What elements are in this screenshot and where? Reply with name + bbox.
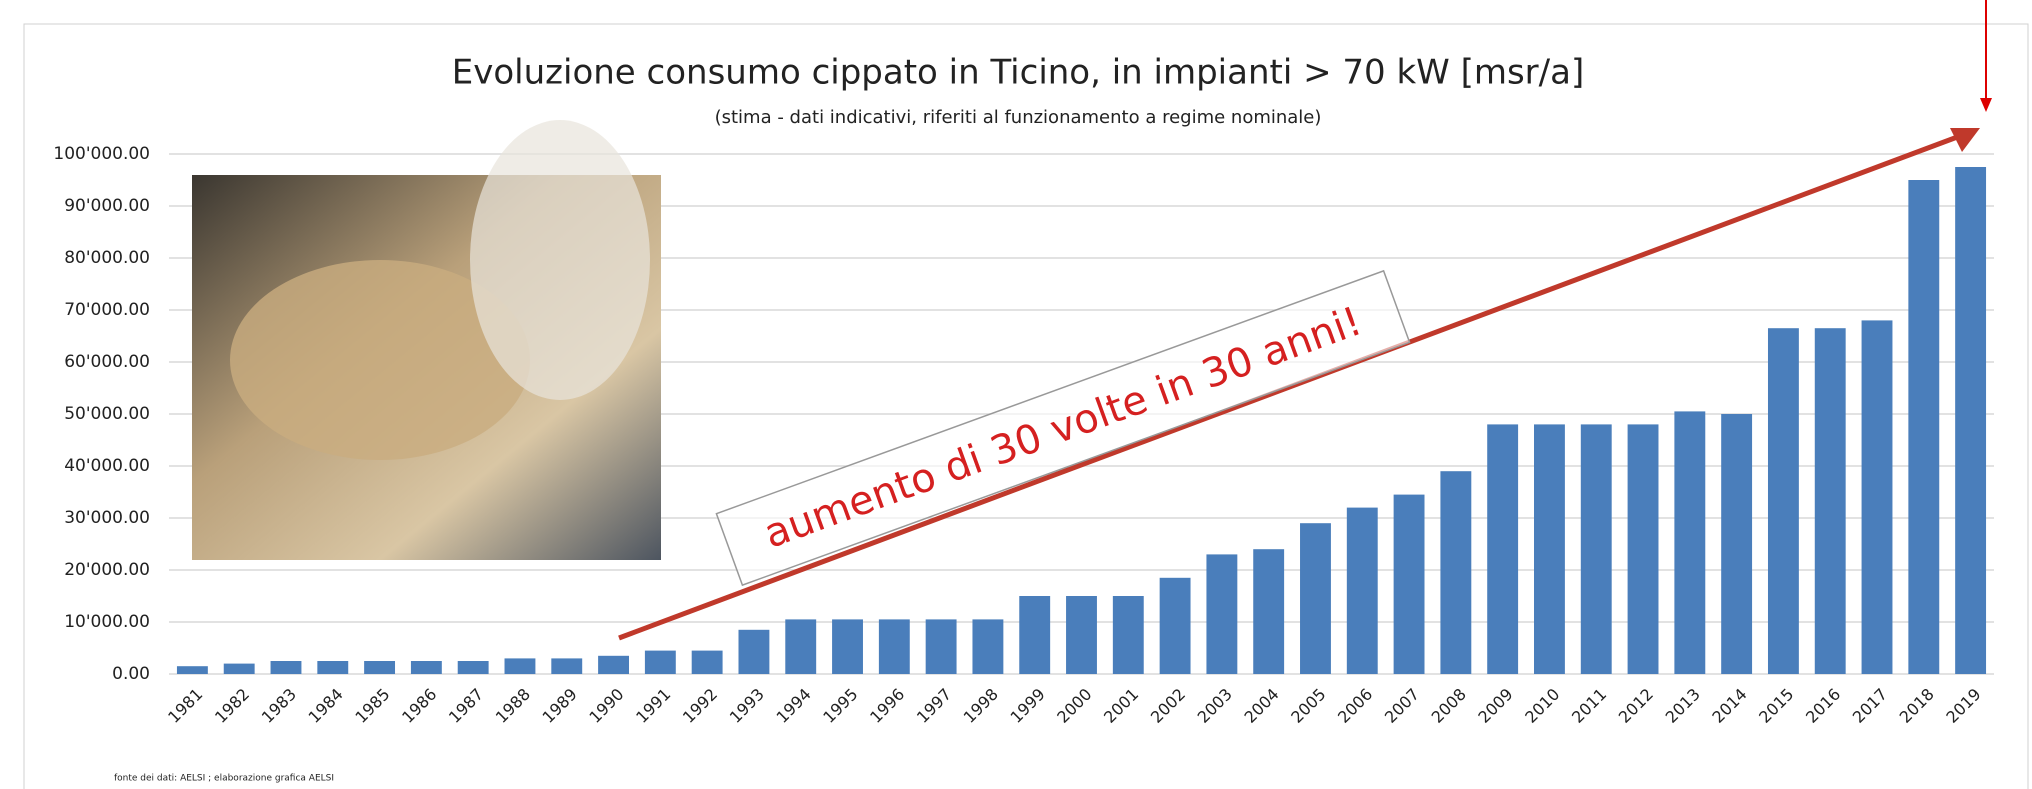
bar <box>1346 507 1378 674</box>
y-tick-label: 20'000.00 <box>64 560 150 580</box>
bar <box>504 658 536 674</box>
y-tick-label: 90'000.00 <box>64 196 150 216</box>
bar <box>878 619 910 674</box>
bar <box>551 658 583 674</box>
bar <box>1393 494 1425 674</box>
bar <box>1019 596 1051 674</box>
bar <box>410 661 442 674</box>
bar <box>1066 596 1097 674</box>
pointer-arrow-head <box>1980 98 1992 112</box>
bar <box>364 661 396 674</box>
bar <box>1440 471 1472 674</box>
y-tick-label: 10'000.00 <box>64 612 150 632</box>
bar <box>1206 554 1238 674</box>
trend-arrow <box>618 133 1961 641</box>
source-note: fonte dei dati: AELSI ; elaborazione gra… <box>114 774 334 784</box>
chart-title: Evoluzione consumo cippato in Ticino, in… <box>452 53 1584 93</box>
bar <box>785 619 817 674</box>
y-tick-label: 50'000.00 <box>64 404 150 424</box>
photo <box>192 120 661 560</box>
y-tick-label: 60'000.00 <box>64 352 150 372</box>
bar <box>176 666 208 674</box>
bar <box>644 650 676 674</box>
bar <box>1721 414 1753 674</box>
y-tick-label: 40'000.00 <box>64 456 150 476</box>
bar <box>317 661 349 674</box>
bar <box>1767 328 1799 674</box>
trend-arrow-head <box>1950 128 1980 152</box>
bar <box>1627 424 1659 674</box>
bar <box>1861 320 1893 674</box>
bar <box>1955 167 1987 674</box>
bar <box>1487 424 1519 674</box>
chart-subtitle: (stima - dati indicativi, riferiti al fu… <box>715 107 1322 128</box>
bar <box>1159 577 1191 674</box>
bar <box>223 663 255 674</box>
bar <box>457 661 489 674</box>
bar <box>972 619 1004 674</box>
bar <box>691 650 723 674</box>
bar <box>1253 549 1285 674</box>
bar <box>925 619 957 674</box>
bar <box>1534 424 1565 674</box>
bar <box>270 661 302 674</box>
bar <box>1112 596 1144 674</box>
bar <box>1580 424 1612 674</box>
bar <box>1674 411 1706 674</box>
bar <box>598 655 629 674</box>
bar <box>1814 328 1846 674</box>
bar <box>1908 180 1940 674</box>
bar <box>1300 523 1331 674</box>
bar <box>738 629 770 674</box>
y-tick-label: 30'000.00 <box>64 508 150 528</box>
y-tick-label: 0.00 <box>112 664 150 684</box>
y-tick-label: 70'000.00 <box>64 300 150 320</box>
y-tick-label: 100'000.00 <box>53 144 150 164</box>
bar <box>832 619 863 674</box>
y-tick-label: 80'000.00 <box>64 248 150 268</box>
